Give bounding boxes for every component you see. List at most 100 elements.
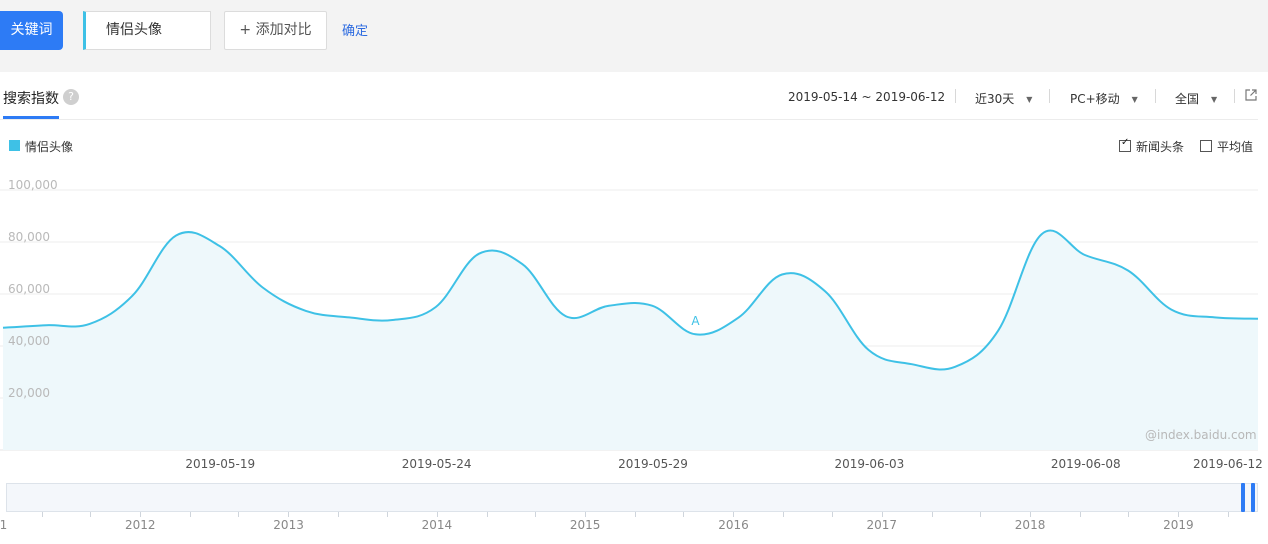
navigator-tick (1079, 512, 1081, 517)
navigator-tick (386, 512, 388, 517)
annotation-marker[interactable]: A (691, 314, 700, 329)
navigator-year-label: 2012 (125, 518, 156, 532)
data-point[interactable] (213, 240, 225, 252)
series-line[interactable] (2, 229, 1259, 371)
data-point[interactable] (127, 289, 139, 301)
navigator-year-label: 2019 (1163, 518, 1194, 532)
data-point[interactable] (603, 300, 615, 312)
region-select-value: 全国 (1175, 92, 1200, 106)
average-checkbox-label: 平均值 (1217, 140, 1254, 154)
y-tick-label: 40,000 (8, 334, 50, 348)
navigator-tick (41, 512, 43, 517)
device-select[interactable]: PC+移动 ▼ (1070, 90, 1138, 107)
data-point[interactable] (257, 282, 269, 294)
navigator-year-label: 2015 (569, 518, 601, 532)
navigator-tick (486, 512, 488, 517)
data-point[interactable] (1209, 311, 1221, 323)
x-tick-label: 2019-06-03 (834, 457, 905, 471)
period-select[interactable]: 近30天 ▼ (975, 90, 1032, 107)
data-point[interactable] (1036, 228, 1048, 240)
data-point[interactable] (906, 358, 918, 370)
navigator-handle-left[interactable] (1241, 483, 1245, 512)
navigator-tick (783, 512, 785, 517)
filter-separator (1049, 89, 1050, 103)
y-tick-label: 60,000 (8, 282, 50, 296)
navigator-tick (831, 512, 833, 517)
navigator-tick (584, 512, 586, 517)
data-point[interactable] (516, 258, 528, 270)
navigator-year-label: 2016 (718, 518, 749, 532)
check-icon: ✓ (1121, 137, 1130, 148)
navigator-tick (436, 512, 438, 517)
data-point[interactable] (1252, 313, 1264, 325)
y-tick-label: 80,000 (8, 230, 50, 244)
navigator-tick (979, 512, 981, 517)
date-range-label: 2019-05-14 ~ 2019-06-12 (788, 90, 946, 104)
x-tick-label: 2019-05-24 (401, 457, 472, 471)
region-select[interactable]: 全国 ▼ (1175, 90, 1217, 107)
data-point[interactable] (170, 230, 182, 242)
navigator-tick (288, 512, 290, 517)
navigator-tick (534, 512, 536, 517)
keyword-input[interactable]: 情侣头像 (83, 11, 211, 50)
filter-separator (955, 89, 956, 103)
data-point[interactable] (1165, 304, 1177, 316)
news-checkbox-label: 新闻头条 (1136, 140, 1185, 154)
navigator-tick (683, 512, 685, 517)
confirm-link[interactable]: 确定 (342, 24, 369, 39)
data-point[interactable] (343, 311, 355, 323)
navigator-tick (1228, 512, 1230, 517)
tab-search-index[interactable]: 搜索指数 (3, 91, 59, 107)
period-select-value: 近30天 (975, 92, 1015, 106)
average-checkbox[interactable] (1200, 140, 1212, 152)
x-tick-label: 2019-05-19 (185, 457, 256, 471)
data-point[interactable] (300, 305, 312, 317)
data-point[interactable] (560, 310, 572, 322)
navigator-year-label: 2014 (421, 518, 453, 532)
data-point[interactable] (40, 319, 52, 331)
data-point[interactable] (949, 361, 961, 373)
keyword-button[interactable]: 关键词 (0, 11, 63, 50)
data-point[interactable] (473, 248, 485, 260)
share-icon[interactable] (1245, 89, 1257, 101)
navigator-tick (1178, 512, 1180, 517)
data-point[interactable] (733, 311, 745, 323)
filter-separator (1155, 89, 1156, 103)
navigator-handle-right[interactable] (1251, 483, 1255, 512)
filter-separator (1234, 89, 1235, 103)
time-navigator[interactable] (6, 483, 1258, 512)
data-point[interactable] (863, 344, 875, 356)
data-point[interactable] (84, 318, 96, 330)
navigator-tick (1029, 512, 1031, 517)
navigator-year-label: 2011 (0, 518, 8, 532)
data-point[interactable] (430, 301, 442, 313)
help-icon[interactable]: ? (63, 89, 79, 105)
data-point[interactable] (386, 314, 398, 326)
data-point[interactable] (1079, 249, 1091, 261)
data-point[interactable] (1122, 265, 1134, 277)
navigator-year-label: 2017 (866, 518, 898, 532)
x-tick-label: 2019-05-29 (618, 457, 688, 471)
tab-divider (0, 119, 1258, 120)
legend-swatch (9, 140, 20, 151)
navigator-tick (338, 512, 340, 517)
x-tick-label: 2019-06-12 (1193, 457, 1263, 471)
add-compare-button[interactable]: + 添加对比 (224, 11, 327, 50)
data-point[interactable] (646, 300, 658, 312)
series-area-fill (3, 230, 1258, 450)
device-select-value: PC+移动 (1070, 92, 1120, 106)
caret-down-icon: ▼ (1211, 95, 1218, 104)
y-tick-label: 100,000 (8, 178, 58, 192)
data-point[interactable] (776, 269, 788, 281)
navigator-tick (634, 512, 636, 517)
data-point[interactable] (819, 285, 831, 297)
navigator-tick (1128, 512, 1130, 517)
news-checkbox[interactable]: ✓ (1119, 137, 1131, 152)
navigator-year-label: 2013 (273, 518, 304, 532)
watermark: @index.baidu.com (1145, 428, 1257, 442)
data-point[interactable] (689, 328, 701, 340)
x-tick-label: 2019-06-08 (1050, 457, 1121, 471)
navigator-tick (140, 512, 141, 517)
navigator-tick (90, 512, 91, 517)
data-point[interactable] (992, 324, 1004, 336)
